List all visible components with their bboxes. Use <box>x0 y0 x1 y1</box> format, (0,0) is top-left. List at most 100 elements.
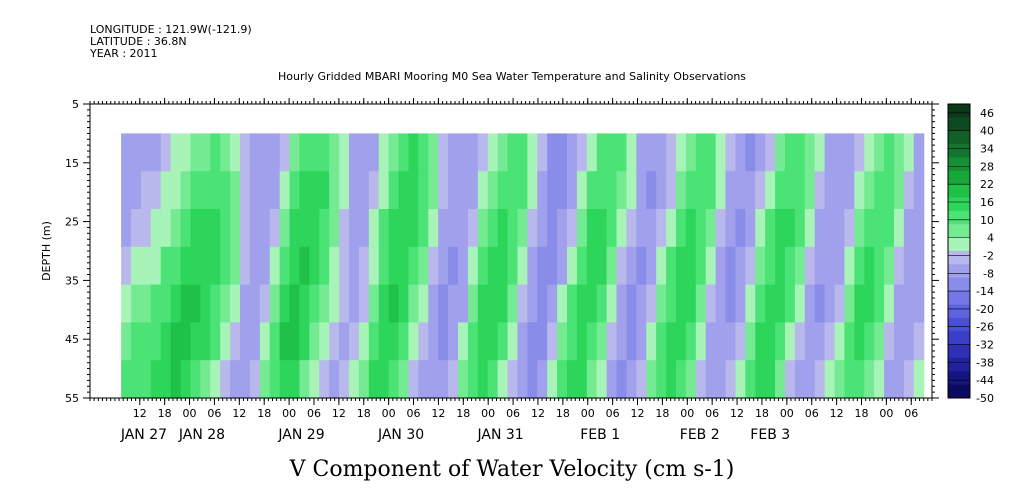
heatmap-cell <box>458 209 469 248</box>
heatmap-cell <box>170 171 182 210</box>
heatmap-cell <box>755 133 766 172</box>
heatmap-cell <box>467 322 479 361</box>
heatmap-cell <box>319 322 330 361</box>
heatmap-cell <box>398 246 410 286</box>
heatmap-cell <box>814 322 826 361</box>
y-tick-label: 55 <box>65 392 79 405</box>
heatmap-cell <box>319 284 330 323</box>
heatmap-cell <box>309 209 320 248</box>
colorbar-band <box>948 357 970 372</box>
heatmap-cell <box>339 360 350 399</box>
heatmap-cell <box>388 133 400 172</box>
heatmap-cell <box>448 284 459 323</box>
heatmap-cell <box>349 209 360 248</box>
heatmap-cell <box>834 209 846 248</box>
heatmap-cell <box>458 360 469 399</box>
heatmap-cell <box>636 246 647 286</box>
heatmap-cell <box>794 284 806 323</box>
heatmap-cell <box>705 284 717 323</box>
heatmap-cell <box>626 246 637 286</box>
heatmap-cell <box>467 360 479 399</box>
heatmap-cell <box>784 171 796 210</box>
heatmap-cell <box>121 322 132 361</box>
heatmap-cell <box>913 171 925 210</box>
heatmap-cell <box>547 246 558 286</box>
heatmap-cell <box>586 322 598 361</box>
colorbar-label: 34 <box>980 143 994 156</box>
heatmap-cell <box>834 360 846 399</box>
heatmap-cell <box>418 171 429 210</box>
heatmap-cell <box>893 322 905 361</box>
heatmap-cell <box>289 246 301 286</box>
heatmap-cell <box>368 171 380 210</box>
heatmap-cell <box>497 360 509 399</box>
x-day-label: FEB 2 <box>680 427 720 443</box>
heatmap-cell <box>675 246 687 286</box>
heatmap-cell <box>249 360 261 399</box>
heatmap-cell <box>230 209 241 248</box>
heatmap-cell <box>735 246 746 286</box>
heatmap-cell <box>190 133 201 172</box>
heatmap-cell <box>784 133 796 172</box>
heatmap-cell <box>824 171 836 210</box>
y-tick-label: 35 <box>65 274 79 287</box>
heatmap-cell <box>180 133 192 172</box>
heatmap-cell <box>735 171 746 210</box>
heatmap-cell <box>309 171 320 210</box>
heatmap-cell <box>804 246 816 286</box>
heatmap-cell <box>140 322 152 361</box>
heatmap-cell <box>477 171 489 210</box>
heatmap-cell <box>745 133 756 172</box>
heatmap-cell <box>636 209 647 248</box>
heatmap-cell <box>695 322 707 361</box>
colorbar-label: -20 <box>976 303 994 316</box>
heatmap-cell <box>864 360 875 399</box>
heatmap-cell <box>131 322 142 361</box>
y-tick-label: 25 <box>65 216 79 229</box>
heatmap-cell <box>596 133 608 172</box>
heatmap-cell <box>903 246 915 286</box>
heatmap-cell <box>418 284 429 323</box>
heatmap-cell <box>547 133 558 172</box>
heatmap-cell <box>715 360 727 399</box>
heatmap-cell <box>467 246 479 286</box>
heatmap-cell <box>775 322 786 361</box>
heatmap-cell <box>765 360 776 399</box>
heatmap-cell <box>903 133 915 172</box>
heatmap-cell <box>438 360 449 399</box>
heatmap-cell <box>834 133 846 172</box>
heatmap-cell <box>378 246 390 286</box>
colorbar-label: 10 <box>980 214 994 227</box>
heatmap-cell <box>675 360 687 399</box>
heatmap-cell <box>566 360 578 399</box>
heatmap-cell <box>636 322 647 361</box>
x-tick-label: 12 <box>133 407 147 420</box>
heatmap-cell <box>755 209 766 248</box>
colorbar-band <box>948 144 970 158</box>
heatmap-cell <box>299 284 310 323</box>
heatmap-cell <box>259 360 271 399</box>
x-tick-label: 12 <box>431 407 445 420</box>
heatmap-cell <box>477 133 489 172</box>
heatmap-cell <box>358 209 370 248</box>
heatmap-cell <box>249 322 261 361</box>
heatmap-cell <box>121 284 132 323</box>
colorbar-label: 4 <box>987 232 994 245</box>
x-tick-label: 12 <box>830 407 844 420</box>
heatmap-cell <box>893 284 905 323</box>
heatmap-cell <box>339 171 350 210</box>
heatmap-cell <box>735 284 746 323</box>
heatmap-cell <box>715 246 727 286</box>
heatmap-cell <box>319 360 330 399</box>
heatmap-cell <box>566 246 578 286</box>
colorbar-label: 16 <box>980 196 994 209</box>
heatmap-cell <box>269 360 281 399</box>
heatmap-cell <box>844 360 855 399</box>
heatmap-cell <box>695 246 707 286</box>
heatmap-cell <box>735 209 746 248</box>
heatmap-cell <box>903 209 915 248</box>
heatmap-cell <box>566 171 578 210</box>
heatmap-cell <box>804 284 816 323</box>
heatmap-cell <box>874 322 885 361</box>
heatmap-cell <box>646 133 657 172</box>
